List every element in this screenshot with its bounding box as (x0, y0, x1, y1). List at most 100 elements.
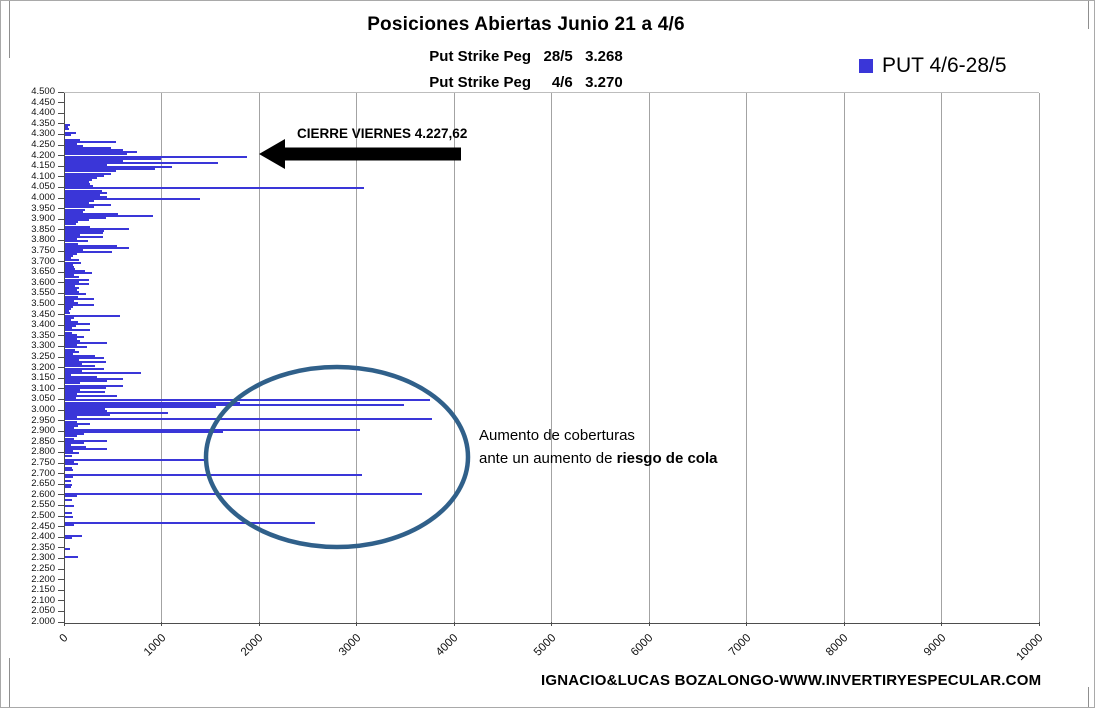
bar (65, 376, 98, 379)
bar (65, 435, 77, 438)
y-tick (58, 589, 64, 591)
x-tick (843, 622, 845, 626)
y-tick (58, 261, 64, 263)
y-tick-label: 2.650 (31, 478, 55, 490)
bar (65, 140, 116, 143)
bar (65, 206, 95, 209)
bar (65, 441, 84, 444)
bar (65, 223, 76, 226)
x-tick-label: 3000 (336, 632, 363, 659)
corner-line-top-left (9, 1, 10, 58)
bar (65, 176, 98, 179)
y-tick-label: 2.200 (31, 573, 55, 585)
y-tick (58, 324, 64, 326)
bar (65, 149, 123, 152)
corner-line-bottom-right (1088, 687, 1089, 707)
bar (65, 359, 79, 362)
bar (65, 274, 74, 277)
bar (65, 240, 88, 243)
y-tick (58, 176, 64, 178)
bar (65, 361, 106, 364)
y-tick-label: 3.800 (31, 234, 55, 246)
bar (65, 198, 200, 200)
y-tick-label: 4.150 (31, 160, 55, 172)
y-tick (58, 377, 64, 379)
bar (65, 231, 104, 234)
bar (65, 505, 74, 508)
bar (65, 219, 90, 222)
y-tick-label: 4.000 (31, 192, 55, 203)
bar (65, 407, 105, 410)
y-tick-label: 2.000 (31, 616, 55, 627)
x-tick (551, 622, 552, 626)
y-tick (58, 579, 64, 581)
y-tick-label: 3.700 (31, 255, 55, 267)
y-tick-label: 2.500 (31, 510, 55, 521)
bar (65, 524, 74, 527)
x-tick (453, 622, 455, 626)
y-tick (58, 388, 64, 390)
y-tick (58, 441, 64, 443)
y-tick-label: 3.150 (31, 372, 55, 384)
bar (65, 276, 80, 279)
bar (65, 282, 90, 285)
y-tick (58, 282, 64, 284)
bar (65, 371, 141, 374)
x-tick (648, 622, 650, 626)
coverage-note-line1: Aumento de coberturas (479, 427, 635, 444)
bar (65, 210, 83, 213)
y-tick-label: 2.900 (31, 425, 55, 437)
corner-line-bottom-left (9, 658, 10, 707)
bar (65, 424, 78, 427)
y-tick (58, 409, 64, 411)
y-tick (58, 197, 64, 199)
bar (65, 208, 85, 211)
bar (65, 267, 75, 270)
bar (65, 439, 107, 442)
bar (65, 380, 107, 383)
bar (65, 123, 71, 126)
bar (65, 318, 72, 321)
bar (65, 147, 111, 150)
bar (65, 367, 104, 370)
y-tick (58, 335, 64, 337)
bar (65, 473, 363, 476)
bar (65, 304, 95, 306)
y-tick (58, 398, 64, 400)
y-axis-spine (64, 93, 65, 623)
bar (65, 306, 73, 309)
y-tick-label: 2.700 (31, 467, 55, 479)
bar (65, 229, 104, 232)
bar (65, 214, 153, 217)
bar (65, 238, 77, 241)
bar (65, 399, 430, 402)
y-tick (58, 462, 64, 464)
y-tick-label: 4.500 (31, 86, 55, 97)
bar (65, 263, 73, 266)
bar (65, 450, 73, 453)
bar (65, 342, 108, 345)
y-tick (58, 229, 64, 231)
y-tick (58, 504, 64, 506)
bar (65, 337, 78, 340)
y-tick-label: 2.800 (31, 446, 55, 458)
bar (65, 329, 91, 332)
close-price-annotation-label: CIERRE VIERNES 4.227,62 (297, 126, 468, 141)
bar (65, 255, 74, 258)
bar (65, 446, 86, 449)
bar (65, 257, 71, 260)
bar (65, 316, 74, 319)
y-tick (58, 610, 64, 612)
bar (65, 486, 71, 489)
y-tick (58, 473, 64, 475)
bar (65, 405, 217, 408)
bar (65, 227, 130, 230)
y-tick (58, 568, 64, 570)
bar (65, 168, 155, 171)
y-tick (58, 165, 64, 167)
bar (65, 142, 77, 145)
y-tick (58, 547, 64, 549)
gridline (843, 93, 845, 623)
bar (65, 244, 117, 247)
y-tick (58, 621, 64, 623)
